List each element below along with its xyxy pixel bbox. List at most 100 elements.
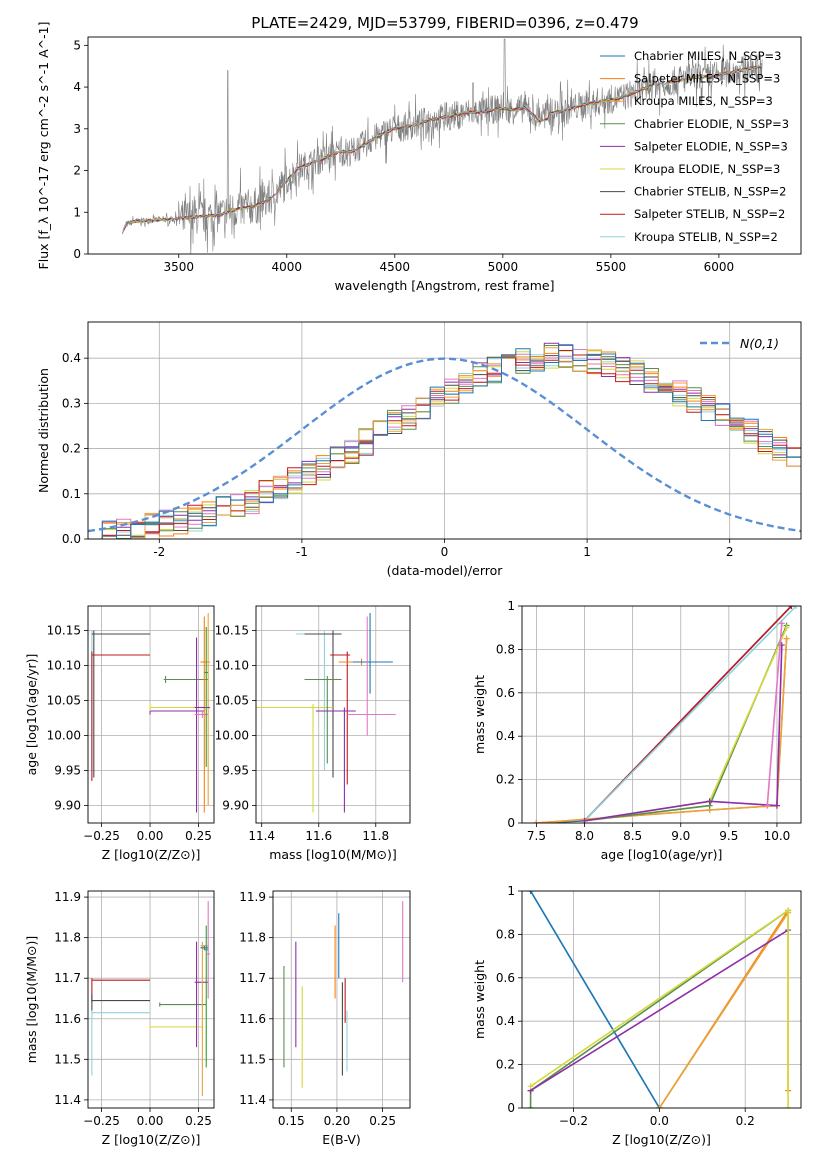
x-tick-label: 11.4 (248, 829, 275, 843)
errorbar-point (159, 1002, 207, 1007)
y-tick-label: 9.90 (54, 799, 81, 813)
legend-label: Salpeter MILES, N_SSP=3 (634, 72, 780, 86)
y-tick-label: 11.6 (54, 1012, 81, 1026)
y-axis-label: Flux [f_λ 10^-17 erg cm^-2 s^-1 A^-1] (36, 22, 51, 270)
y-tick-label: 0.0 (62, 532, 81, 546)
errorbar-point (315, 707, 356, 813)
weight-marker (793, 606, 800, 609)
y-tick-label: 0.3 (62, 396, 81, 410)
legend-label: Salpeter STELIB, N_SSP=2 (634, 207, 785, 221)
x-tick-label: −0.25 (83, 829, 120, 843)
y-tick-label: 1 (507, 599, 515, 613)
y-tick-label: 10.15 (47, 624, 81, 638)
x-tick-label: 0.15 (278, 1114, 305, 1128)
weight-line-kroupa-miles (536, 638, 788, 823)
weight-line-kroupa-stelib (583, 606, 797, 822)
y-tick-label: 2 (73, 164, 81, 178)
x-tick-label: 10.0 (764, 829, 791, 843)
weight-marker (785, 1105, 792, 1108)
normal-distribution-curve (88, 357, 801, 533)
y-tick-label: 9.95 (54, 764, 81, 778)
x-tick-label: −0.25 (83, 1114, 120, 1128)
legend-label: Kroupa MILES, N_SSP=3 (634, 94, 773, 108)
y-tick-label: 0.4 (496, 729, 515, 743)
y-tick-label: 0.8 (496, 642, 515, 656)
x-tick-label: −0.2 (559, 1114, 588, 1128)
histogram-chabrier-miles (88, 344, 801, 539)
y-tick-label: 10.15 (215, 624, 249, 638)
y-tick-label: 3 (73, 122, 81, 136)
weight-lines-area (527, 891, 792, 1108)
y-axis-label: age [log10(age/yr)] (24, 654, 39, 776)
y-tick-label: 0.4 (496, 1014, 515, 1028)
x-tick-label: 0.0 (650, 1114, 669, 1128)
plot-frame (87, 890, 215, 1109)
legend-label: Kroupa ELODIE, N_SSP=3 (634, 162, 780, 176)
plot-frame (87, 36, 802, 255)
errorbar-point (330, 651, 351, 785)
errorbar-point (204, 627, 209, 767)
y-tick-label: 10.05 (47, 694, 81, 708)
y-tick-label: 9.95 (222, 764, 249, 778)
errorbar-point (352, 613, 393, 694)
x-tick-label: 9.5 (719, 829, 738, 843)
x-axis-label: E(B-V) (322, 1132, 361, 1147)
x-tick-label: 5500 (596, 260, 627, 274)
x-tick-label: -2 (153, 545, 165, 559)
y-tick-label: 5 (73, 38, 81, 52)
weight-line-salpeter-elodie (530, 929, 789, 1092)
y-tick-label: 0 (507, 816, 515, 830)
x-tick-label: 0.25 (185, 1114, 212, 1128)
y-tick-label: 10.00 (47, 729, 81, 743)
legend-label: Salpeter ELODIE, N_SSP=3 (634, 139, 788, 153)
x-axis-label: age [log10(age/yr)] (601, 847, 723, 862)
x-tick-label: 4000 (272, 260, 303, 274)
weight-line-kroupa-elodie (584, 627, 788, 822)
errorbar-point (91, 978, 151, 1003)
errorbar-point (149, 1024, 203, 1029)
y-tick-label: 0.6 (496, 686, 515, 700)
spectrum-panel: 3500 4000 4500 5000 5500 6000 0 1 2 3 4 5 wavelength… (36, 22, 802, 293)
weight-vs-metallicity-panel: −0.2 0.0 0.2 0 0.2 0.4 0.6 0.8 1 Z [log10(Z/Z⊙)] m… (472, 884, 802, 1147)
residuals-panel: -2 -1 0 1 2 0.0 0.1 0.2 0.3 0.4 (data-model)/error… (36, 321, 802, 578)
weight-marker (527, 891, 534, 894)
y-axis-label: mass weight (472, 675, 487, 754)
x-tick-label: 0 (441, 545, 449, 559)
y-tick-label: 0.1 (62, 487, 81, 501)
x-tick-label: 11.8 (362, 829, 389, 843)
legend-label: Chabrier STELIB, N_SSP=2 (634, 185, 786, 199)
x-axis-label: mass [log10(M/M⊙)] (269, 847, 397, 862)
weight-marker (533, 820, 540, 823)
x-tick-label: 0.2 (736, 1114, 755, 1128)
age-vs-mass-panel: 11.4 11.6 11.8 9.90 9.95 10.00 10.05 10.10 10.15… (215, 605, 411, 862)
observed-spectrum-line (122, 38, 763, 254)
y-tick-label: 10.10 (47, 659, 81, 673)
x-tick-label: 0.00 (137, 1114, 164, 1128)
x-axis-label: Z [log10(Z/Z⊙)] (102, 847, 201, 862)
weight-marker (778, 620, 785, 627)
x-tick-label: 2 (726, 545, 734, 559)
errorbar-point (304, 630, 342, 778)
x-axis-label: Z [log10(Z/Z⊙)] (612, 1132, 711, 1147)
x-tick-label: 4500 (380, 260, 411, 274)
plot-frame (87, 321, 802, 540)
weight-line-extra-pink (766, 623, 783, 806)
weight-marker (783, 624, 790, 631)
y-tick-label: 11.5 (239, 1052, 266, 1066)
y-tick-label: 11.8 (54, 931, 81, 945)
weight-marker (783, 635, 790, 642)
errorbar-area (256, 613, 396, 813)
y-axis-label: mass [log10(M/M⊙)] (24, 936, 39, 1064)
x-tick-label: 3500 (163, 260, 194, 274)
weight-line-salpeter-miles (536, 638, 788, 823)
x-tick-label: 0.25 (185, 829, 212, 843)
weight-line-salpeter-elodie (584, 645, 783, 822)
histogram-area (88, 342, 801, 539)
y-tick-label: 0.6 (496, 971, 515, 985)
x-tick-label: -1 (296, 545, 308, 559)
legend-label: Chabrier MILES, N_SSP=3 (634, 49, 781, 63)
plot-frame (255, 605, 411, 824)
y-tick-label: 11.9 (239, 890, 266, 904)
age-vs-metallicity-panel: −0.25 0.00 0.25 9.90 9.95 10.00 10.05 10.10 10.1… (24, 605, 215, 862)
y-tick-label: 11.7 (54, 971, 81, 985)
